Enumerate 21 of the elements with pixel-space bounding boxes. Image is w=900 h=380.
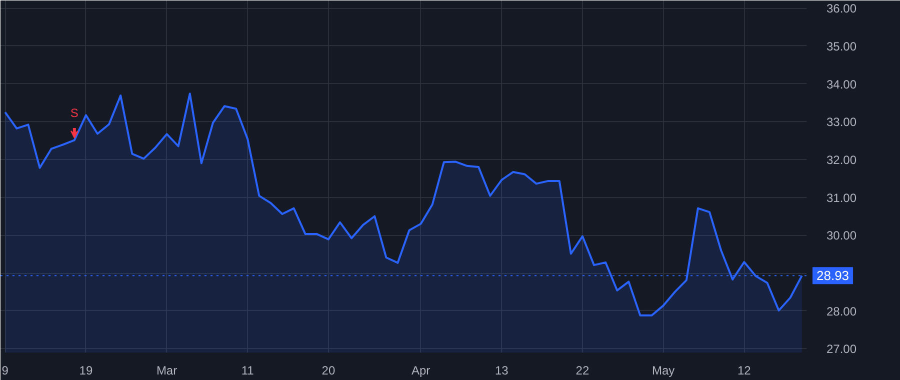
x-tick-label: 12 (737, 364, 752, 378)
y-tick-label: 36.00 (826, 2, 857, 16)
x-tick-label: 11 (241, 364, 254, 378)
x-tick-label: 19 (79, 364, 93, 378)
ref-line-label: 28.93 (816, 268, 850, 284)
y-tick-label: 34.00 (826, 77, 857, 92)
x-tick-label: May (652, 364, 675, 378)
x-tick-label: 9 (2, 364, 9, 378)
y-tick-label: 33.00 (826, 115, 857, 130)
y-tick-label: 30.00 (826, 228, 857, 243)
x-tick-label: 22 (576, 364, 590, 378)
x-tick-label: Mar (156, 364, 178, 378)
y-tick-label: 27.00 (826, 342, 857, 356)
y-tick-label: 31.00 (826, 190, 857, 205)
y-tick-label: 35.00 (826, 39, 857, 54)
annotation: S (70, 106, 78, 120)
y-tick-label: 28.00 (826, 304, 857, 318)
x-tick-label: 13 (494, 364, 509, 378)
y-tick-label: 32.00 (826, 152, 857, 167)
x-tick-label: Apr (411, 364, 430, 378)
x-tick-label: 20 (322, 364, 336, 378)
